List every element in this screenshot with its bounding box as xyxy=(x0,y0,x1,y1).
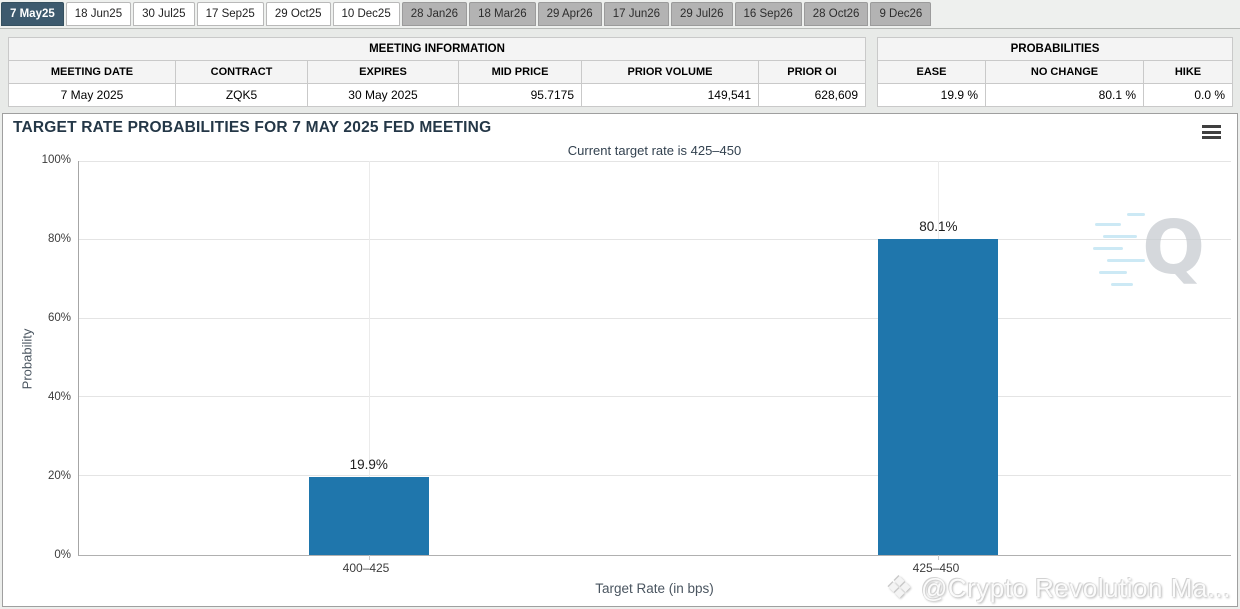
bar-value-label: 19.9% xyxy=(349,456,388,472)
y-tick-0: 0% xyxy=(54,549,71,561)
meeting-date-tabstrip: 7 May25 18 Jun25 30 Jul25 17 Sep25 29 Oc… xyxy=(0,0,1240,29)
hamburger-menu-icon[interactable] xyxy=(1202,125,1221,142)
mid-price-value: 95.7175 xyxy=(458,83,582,107)
tab-29-oct25[interactable]: 29 Oct25 xyxy=(265,2,331,26)
col-no-change: NO CHANGE xyxy=(985,60,1144,84)
table-row: 7 May 2025 ZQK5 30 May 2025 95.7175 149,… xyxy=(8,83,866,107)
x-tickmark xyxy=(938,555,940,560)
bar-400-425[interactable] xyxy=(308,476,429,555)
col-prior-volume: PRIOR VOLUME xyxy=(581,60,759,84)
bar-425-450[interactable] xyxy=(878,239,999,555)
probabilities-title: PROBABILITIES xyxy=(877,37,1233,61)
x-tickmark xyxy=(368,555,370,560)
col-meeting-date: MEETING DATE xyxy=(8,60,176,84)
bar-value-label: 80.1% xyxy=(919,219,958,235)
y-axis-title: Probability xyxy=(19,328,35,390)
y-tick-80: 80% xyxy=(47,233,71,245)
tab-18-mar26[interactable]: 18 Mar26 xyxy=(469,2,536,26)
gridline xyxy=(79,238,1231,240)
no-change-value: 80.1 % xyxy=(985,83,1144,107)
tab-17-jun26[interactable]: 17 Jun26 xyxy=(603,2,670,26)
tab-30-jul25[interactable]: 30 Jul25 xyxy=(133,2,195,26)
x-tick-425-450: 425–450 xyxy=(912,561,960,575)
x-tick-400-425: 400–425 xyxy=(342,561,390,575)
y-tick-20: 20% xyxy=(47,470,71,482)
prior-oi-value: 628,609 xyxy=(758,83,866,107)
meeting-info-title: MEETING INFORMATION xyxy=(8,37,866,61)
prior-volume-value: 149,541 xyxy=(581,83,759,107)
tab-29-apr26[interactable]: 29 Apr26 xyxy=(537,2,602,26)
expires-value: 30 May 2025 xyxy=(307,83,459,107)
gridline xyxy=(79,161,1231,162)
bar-slot-400-425: 19.9% xyxy=(308,161,429,555)
y-tick-100: 100% xyxy=(41,154,71,166)
ease-value: 19.9 % xyxy=(877,83,986,107)
tab-17-sep25[interactable]: 17 Sep25 xyxy=(196,2,264,26)
col-mid-price: MID PRICE xyxy=(458,60,582,84)
plot-area: 19.9% 80.1% Q xyxy=(78,161,1231,560)
col-contract: CONTRACT xyxy=(175,60,308,84)
quikstrike-watermark: Q xyxy=(1093,211,1213,306)
y-tick-40: 40% xyxy=(47,391,71,403)
probabilities-table: PROBABILITIES EASE NO CHANGE HIKE 19.9 %… xyxy=(877,37,1233,107)
table-row: 19.9 % 80.1 % 0.0 % xyxy=(877,83,1233,107)
tab-28-jan26[interactable]: 28 Jan26 xyxy=(401,2,468,26)
quikstrike-q-logo-icon: Q xyxy=(1142,205,1205,291)
gridline xyxy=(79,317,1231,319)
col-prior-oi: PRIOR OI xyxy=(758,60,866,84)
tab-10-dec25[interactable]: 10 Dec25 xyxy=(332,2,400,26)
bar-slot-425-450: 80.1% xyxy=(878,161,999,555)
tab-28-oct26[interactable]: 28 Oct26 xyxy=(803,2,869,26)
meeting-information-table: MEETING INFORMATION MEETING DATE CONTRAC… xyxy=(8,37,866,107)
hike-value: 0.0 % xyxy=(1143,83,1233,107)
contract-value: ZQK5 xyxy=(175,83,308,107)
tab-16-sep26[interactable]: 16 Sep26 xyxy=(734,2,802,26)
col-expires: EXPIRES xyxy=(307,60,459,84)
gridline xyxy=(79,475,1231,477)
meeting-date-value: 7 May 2025 xyxy=(8,83,176,107)
tab-7-may25[interactable]: 7 May25 xyxy=(1,2,64,26)
tab-9-dec26[interactable]: 9 Dec26 xyxy=(870,2,932,26)
col-ease: EASE xyxy=(877,60,986,84)
tab-29-jul26[interactable]: 29 Jul26 xyxy=(671,2,733,26)
target-rate-chart-panel: TARGET RATE PROBABILITIES FOR 7 MAY 2025… xyxy=(2,113,1238,607)
chart-title: TARGET RATE PROBABILITIES FOR 7 MAY 2025… xyxy=(13,119,492,136)
tab-18-jun25[interactable]: 18 Jun25 xyxy=(65,2,132,26)
y-tick-60: 60% xyxy=(47,312,71,324)
x-axis-title: Target Rate (in bps) xyxy=(595,581,714,596)
info-tables-band: MEETING INFORMATION MEETING DATE CONTRAC… xyxy=(0,29,1240,113)
chart-subtitle: Current target rate is 425–450 xyxy=(567,143,742,158)
gridline xyxy=(79,396,1231,398)
gridline xyxy=(368,161,370,555)
col-hike: HIKE xyxy=(1143,60,1233,84)
